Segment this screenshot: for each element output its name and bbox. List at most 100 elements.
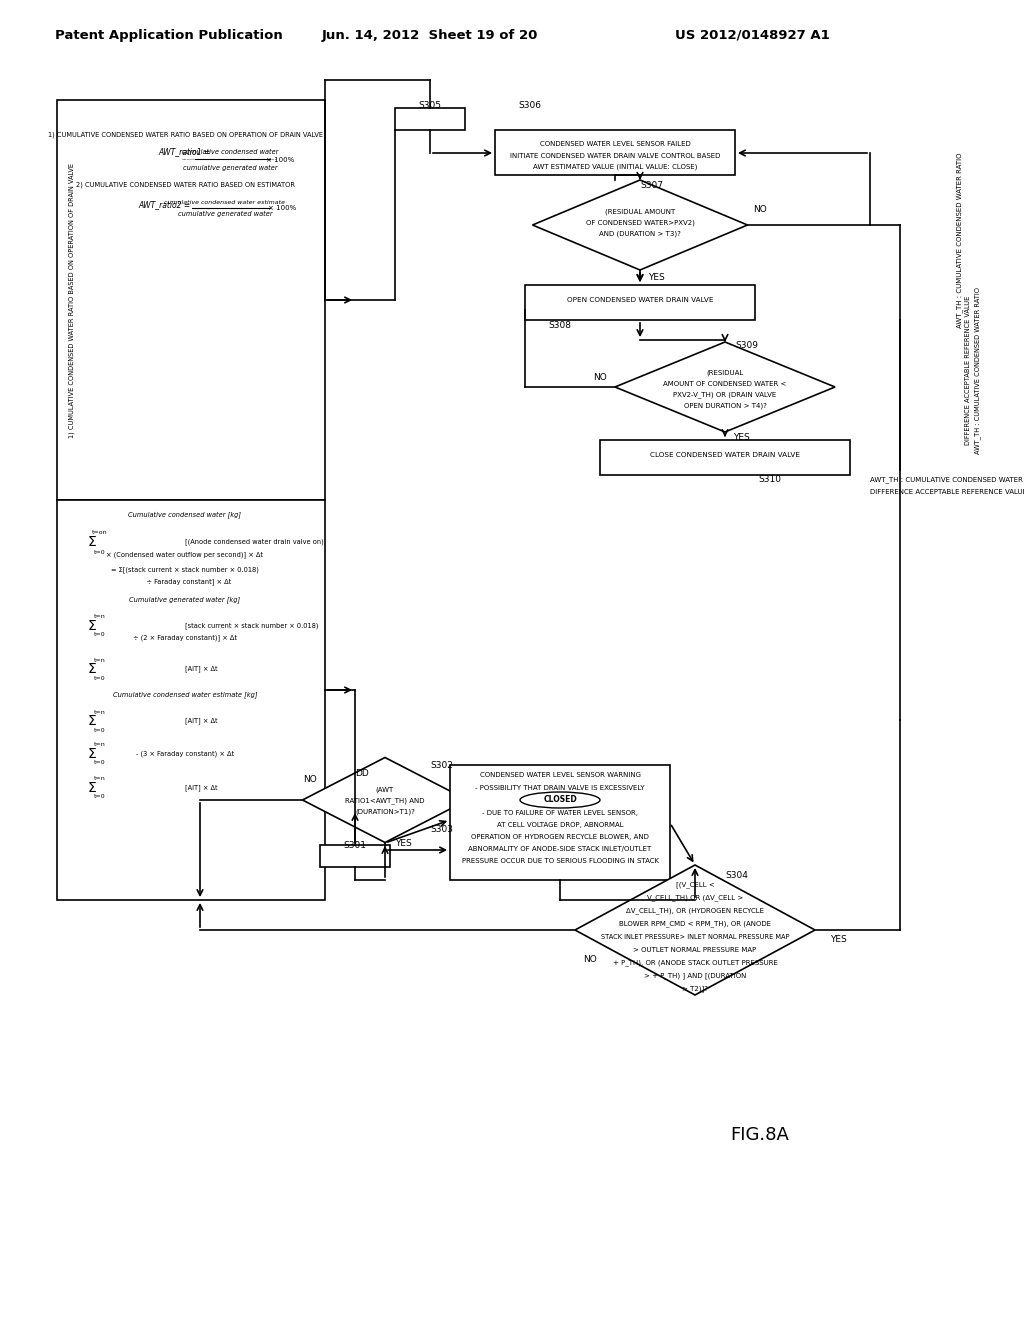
Text: YES: YES <box>648 273 665 282</box>
Text: t=0: t=0 <box>94 632 105 638</box>
Text: × (Condensed water outflow per second)] × Δt: × (Condensed water outflow per second)] … <box>106 552 263 558</box>
Text: S308: S308 <box>549 321 571 330</box>
FancyBboxPatch shape <box>57 500 325 900</box>
FancyBboxPatch shape <box>319 845 390 867</box>
Text: (RESIDUAL AMOUNT: (RESIDUAL AMOUNT <box>605 209 675 215</box>
Text: V_CELL_TH) OR (ΔV_CELL >: V_CELL_TH) OR (ΔV_CELL > <box>647 895 743 902</box>
FancyBboxPatch shape <box>450 766 670 880</box>
Text: t=n: t=n <box>94 657 105 663</box>
FancyBboxPatch shape <box>395 108 465 129</box>
Text: > OUTLET NORMAL PRESSURE MAP: > OUTLET NORMAL PRESSURE MAP <box>634 946 757 953</box>
Text: DD: DD <box>355 768 369 777</box>
Text: ÷ Faraday constant] × Δt: ÷ Faraday constant] × Δt <box>138 578 231 585</box>
Text: PRESSURE OCCUR DUE TO SERIOUS FLOODING IN STACK: PRESSURE OCCUR DUE TO SERIOUS FLOODING I… <box>462 858 658 865</box>
Text: (AWT: (AWT <box>376 787 394 793</box>
Text: NO: NO <box>303 776 316 784</box>
Text: Σ: Σ <box>88 747 96 762</box>
Text: STACK INLET PRESSURE> INLET NORMAL PRESSURE MAP: STACK INLET PRESSURE> INLET NORMAL PRESS… <box>601 935 790 940</box>
Text: Jun. 14, 2012  Sheet 19 of 20: Jun. 14, 2012 Sheet 19 of 20 <box>322 29 539 41</box>
Text: 2) CUMULATIVE CONDENSED WATER RATIO BASED ON ESTIMATOR: 2) CUMULATIVE CONDENSED WATER RATIO BASE… <box>76 182 295 189</box>
Text: S307: S307 <box>640 181 663 190</box>
Text: Cumulative generated water [kg]: Cumulative generated water [kg] <box>129 597 241 603</box>
Text: AWT_TH : CUMULATIVE CONDENSED WATER RATIO: AWT_TH : CUMULATIVE CONDENSED WATER RATI… <box>975 286 981 454</box>
Text: Cumulative condensed water estimate [kg]: Cumulative condensed water estimate [kg] <box>113 692 257 698</box>
Text: US 2012/0148927 A1: US 2012/0148927 A1 <box>675 29 830 41</box>
Text: AWT_ratio2 =: AWT_ratio2 = <box>139 201 191 210</box>
Text: - DUE TO FAILURE OF WATER LEVEL SENSOR,: - DUE TO FAILURE OF WATER LEVEL SENSOR, <box>482 810 638 816</box>
Text: AWT_ratio1 =: AWT_ratio1 = <box>159 148 211 157</box>
Text: INITIATE CONDENSED WATER DRAIN VALVE CONTROL BASED: INITIATE CONDENSED WATER DRAIN VALVE CON… <box>510 153 720 158</box>
Text: Σ: Σ <box>88 619 96 634</box>
Text: DIFFERENCE ACCEPTABLE REFERENCE VALUE: DIFFERENCE ACCEPTABLE REFERENCE VALUE <box>870 488 1024 495</box>
Text: t=0: t=0 <box>94 676 105 681</box>
Text: OPEN DURATION > T4)?: OPEN DURATION > T4)? <box>684 403 766 409</box>
Polygon shape <box>532 180 748 271</box>
Text: [(V_CELL <: [(V_CELL < <box>676 882 715 888</box>
Text: PXV2-V_TH) OR (DRAIN VALVE: PXV2-V_TH) OR (DRAIN VALVE <box>674 392 776 399</box>
Text: FIG.8A: FIG.8A <box>730 1126 790 1144</box>
Text: - (3 × Faraday constant) × Δt: - (3 × Faraday constant) × Δt <box>136 751 234 758</box>
Text: S303: S303 <box>430 825 453 834</box>
FancyBboxPatch shape <box>495 129 735 176</box>
Text: CLOSED: CLOSED <box>543 796 577 804</box>
Text: CONDENSED WATER LEVEL SENSOR WARNING: CONDENSED WATER LEVEL SENSOR WARNING <box>479 772 640 777</box>
Text: cumulative generated water: cumulative generated water <box>182 165 278 172</box>
Text: t=0: t=0 <box>94 727 105 733</box>
Text: NO: NO <box>583 956 597 965</box>
Text: YES: YES <box>395 838 412 847</box>
Text: RATIO1<AWT_TH) AND: RATIO1<AWT_TH) AND <box>345 797 425 804</box>
Text: YES: YES <box>733 433 750 441</box>
Text: NO: NO <box>593 374 607 383</box>
Text: ABNORMALITY OF ANODE-SIDE STACK INLET/OUTLET: ABNORMALITY OF ANODE-SIDE STACK INLET/OU… <box>468 846 651 851</box>
FancyBboxPatch shape <box>57 100 325 500</box>
Polygon shape <box>575 865 815 995</box>
Text: S306: S306 <box>518 100 542 110</box>
Text: 1) CUMULATIVE CONDENSED WATER RATIO BASED ON OPERATION OF DRAIN VALVE: 1) CUMULATIVE CONDENSED WATER RATIO BASE… <box>47 132 323 139</box>
Text: t=n: t=n <box>94 710 105 714</box>
Text: S305: S305 <box>419 100 441 110</box>
Text: S301: S301 <box>343 841 367 850</box>
Text: Σ: Σ <box>88 781 96 795</box>
Polygon shape <box>615 342 835 432</box>
Ellipse shape <box>520 792 600 808</box>
Text: t=on: t=on <box>92 531 108 536</box>
Text: t=0: t=0 <box>94 549 105 554</box>
Text: Patent Application Publication: Patent Application Publication <box>55 29 283 41</box>
Text: ÷ (2 × Faraday constant)] × Δt: ÷ (2 × Faraday constant)] × Δt <box>133 635 237 642</box>
Text: cumulative condensed water estimate: cumulative condensed water estimate <box>165 199 286 205</box>
Text: –––––––––––––––––––––––––––––––––––: ––––––––––––––––––––––––––––––––––– <box>182 157 279 162</box>
Text: t=0: t=0 <box>94 760 105 766</box>
Text: Σ: Σ <box>88 663 96 676</box>
Polygon shape <box>302 758 468 842</box>
Text: S309: S309 <box>735 341 758 350</box>
FancyBboxPatch shape <box>600 440 850 475</box>
Text: t=n: t=n <box>94 615 105 619</box>
Text: × 100%: × 100% <box>266 157 294 162</box>
Text: t=n: t=n <box>94 776 105 781</box>
Text: AWT_TH : CUMULATIVE CONDENSED WATER RATIO: AWT_TH : CUMULATIVE CONDENSED WATER RATI… <box>956 152 964 327</box>
Text: [AIT] × Δt: [AIT] × Δt <box>185 665 218 672</box>
Text: AND (DURATION > T3)?: AND (DURATION > T3)? <box>599 231 681 238</box>
Text: AMOUNT OF CONDENSED WATER <: AMOUNT OF CONDENSED WATER < <box>664 381 786 387</box>
Text: BLOWER RPM_CMD < RPM_TH), OR (ANODE: BLOWER RPM_CMD < RPM_TH), OR (ANODE <box>618 920 771 928</box>
Text: OPEN CONDENSED WATER DRAIN VALVE: OPEN CONDENSED WATER DRAIN VALVE <box>566 297 714 304</box>
Text: [AIT] × Δt: [AIT] × Δt <box>185 784 218 792</box>
Text: t=n: t=n <box>94 742 105 747</box>
Text: YES: YES <box>830 936 847 945</box>
Text: OF CONDENSED WATER>PXV2): OF CONDENSED WATER>PXV2) <box>586 219 694 226</box>
Text: S310: S310 <box>759 475 781 484</box>
Text: NO: NO <box>753 206 767 214</box>
Text: > T2)]?: > T2)]? <box>682 986 708 993</box>
Text: Σ: Σ <box>88 714 96 729</box>
Text: 1) CUMULATIVE CONDENSED WATER RATIO BASED ON OPERATION OF DRAIN VALVE: 1) CUMULATIVE CONDENSED WATER RATIO BASE… <box>69 162 75 437</box>
Text: DIFFERENCE ACCEPTABLE REFERENCE VALUE: DIFFERENCE ACCEPTABLE REFERENCE VALUE <box>965 296 971 445</box>
Text: AT CELL VOLTAGE DROP, ABNORMAL: AT CELL VOLTAGE DROP, ABNORMAL <box>497 822 624 828</box>
Text: = Σ[(stack current × stack number × 0.018): = Σ[(stack current × stack number × 0.01… <box>111 566 259 573</box>
Text: [(Anode condensed water drain valve on): [(Anode condensed water drain valve on) <box>185 539 324 545</box>
Text: [stack current × stack number × 0.018): [stack current × stack number × 0.018) <box>185 623 318 630</box>
Text: cumulative condensed water: cumulative condensed water <box>181 149 279 154</box>
Text: Cumulative condensed water [kg]: Cumulative condensed water [kg] <box>128 512 242 519</box>
Text: × 100%: × 100% <box>268 205 296 211</box>
Text: S304: S304 <box>725 870 748 879</box>
Text: CLOSE CONDENSED WATER DRAIN VALVE: CLOSE CONDENSED WATER DRAIN VALVE <box>650 451 800 458</box>
